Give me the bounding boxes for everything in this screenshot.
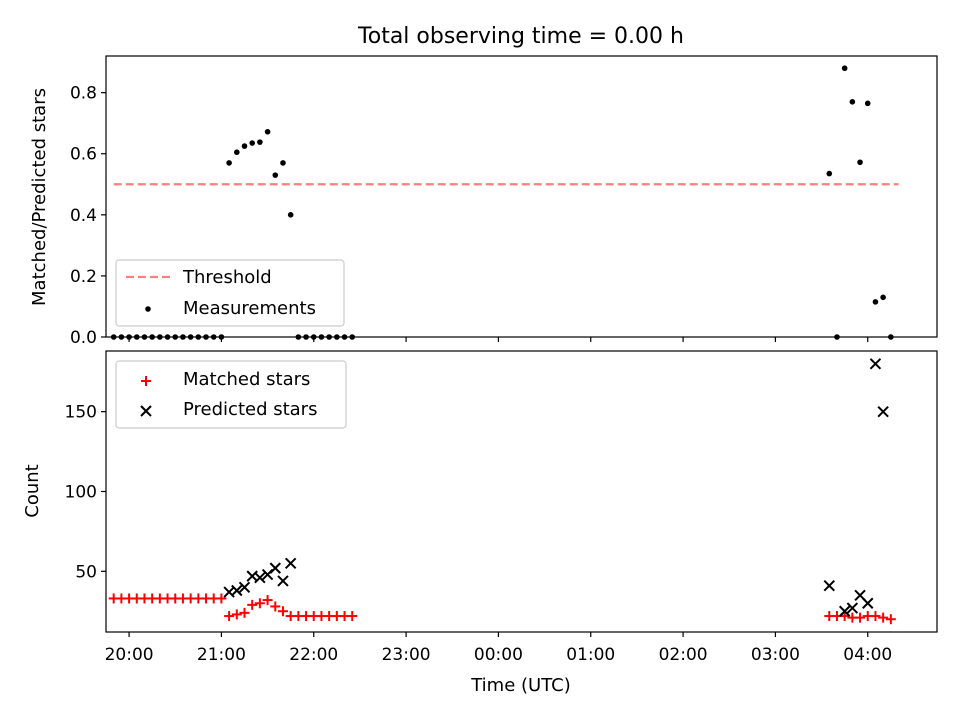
predicted-star-point: [231, 584, 243, 597]
x-tick-label: 23:00: [382, 645, 431, 665]
bottom-plot-data: [108, 358, 896, 625]
x-tick-label: 20:00: [105, 645, 154, 665]
bottom-y-tick-label: 150: [65, 403, 97, 423]
predicted-star-point: [254, 572, 266, 584]
bottom-plot-frame: [105, 350, 938, 633]
bottom-y-tick-label: 50: [75, 562, 97, 582]
measurement-point: [857, 159, 863, 166]
measurement-point: [264, 128, 271, 135]
bottom-y-tick-label: 100: [65, 483, 97, 503]
measurement-point: [226, 160, 232, 166]
predicted-star-point: [284, 557, 297, 570]
x-tick-label: 04:00: [843, 645, 892, 665]
matched-star-point: [277, 606, 288, 617]
measurement-point: [280, 160, 286, 166]
matched-star-point: [262, 595, 273, 606]
measurement-point: [257, 139, 263, 145]
matched-star-point: [855, 612, 866, 623]
chart-title: Total observing time = 0.00 h: [357, 24, 684, 49]
matched-star-point: [885, 614, 896, 625]
matched-star-point: [224, 611, 235, 622]
measurement-point: [234, 149, 240, 156]
threshold-legend-label: Threshold: [182, 267, 272, 288]
bottom-legend-box: [115, 360, 347, 429]
predicted-star-point: [877, 405, 889, 418]
matched-star-point: [839, 611, 850, 622]
matched-star-point: [231, 609, 242, 620]
predicted-star-point: [277, 575, 289, 587]
bottom-y-axis-label: Count: [22, 464, 43, 517]
matched-star-point: [216, 593, 227, 604]
x-tick-label: 03:00: [751, 645, 800, 665]
matched-star-point: [347, 611, 358, 622]
bottom-legend: Matched stars Predicted stars: [115, 360, 347, 429]
predicted-star-point: [862, 597, 874, 609]
matched-stars-legend-label: Matched stars: [183, 369, 310, 390]
top-y-tick-label: 0.8: [70, 84, 97, 104]
measurement-point: [849, 99, 856, 105]
top-y-tick-label: 0.6: [70, 145, 97, 165]
top-plot-frame: [105, 55, 938, 338]
bottom-plot-axes: 50 100 150 20:00 21:00 22:00 23:00 00:00 01:00 02…: [65, 403, 893, 665]
x-tick-label: 00:00: [474, 645, 523, 665]
top-y-tick-label: 0.0: [70, 328, 97, 348]
x-axis-label: Time (UTC): [470, 675, 571, 696]
matched-star-point: [247, 599, 258, 610]
predicted-star-point: [269, 562, 281, 574]
measurement-point: [841, 65, 848, 72]
measurements-legend-swatch: [145, 306, 151, 312]
top-plot-axes: 0.0 0.2 0.4 0.6 0.8: [70, 84, 869, 348]
predicted-stars-legend-label: Predicted stars: [183, 399, 317, 420]
x-tick-label: 22:00: [289, 645, 338, 665]
x-tick-label: 21:00: [197, 645, 246, 665]
measurement-point: [249, 140, 255, 146]
top-legend: Threshold Measurements: [115, 259, 345, 327]
measurement-point: [272, 172, 279, 178]
matched-star-point: [878, 612, 889, 623]
matched-star-point: [870, 611, 881, 622]
matched-star-point: [270, 601, 281, 612]
measurement-point: [241, 143, 248, 149]
matched-star-point: [254, 598, 265, 609]
top-y-tick-label: 0.2: [70, 267, 97, 287]
x-tick-label: 01:00: [566, 645, 615, 665]
predicted-star-point: [869, 358, 882, 370]
predicted-star-point: [838, 605, 851, 617]
measurement-point: [880, 294, 886, 301]
measurement-point: [864, 100, 871, 107]
measurement-point: [826, 170, 833, 177]
top-y-tick-label: 0.4: [70, 206, 97, 226]
predicted-star-point: [823, 579, 835, 592]
measurements-legend-label: Measurements: [183, 298, 316, 319]
top-y-axis-label: Matched/Predicted stars: [29, 88, 50, 306]
predicted-star-point: [846, 602, 859, 614]
predicted-stars-legend-swatch: [140, 405, 152, 417]
matched-star-point: [239, 607, 250, 618]
predicted-star-point: [238, 581, 251, 594]
top-legend-box: [115, 259, 345, 327]
measurement-point: [872, 299, 879, 305]
measurement-point: [287, 212, 294, 218]
matched-stars-legend-swatch: [141, 376, 151, 386]
x-tick-label: 02:00: [659, 645, 708, 665]
